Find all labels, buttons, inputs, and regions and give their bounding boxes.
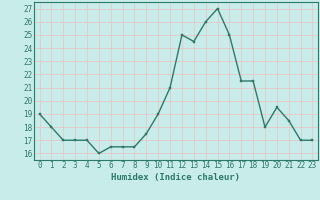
X-axis label: Humidex (Indice chaleur): Humidex (Indice chaleur) [111,173,241,182]
